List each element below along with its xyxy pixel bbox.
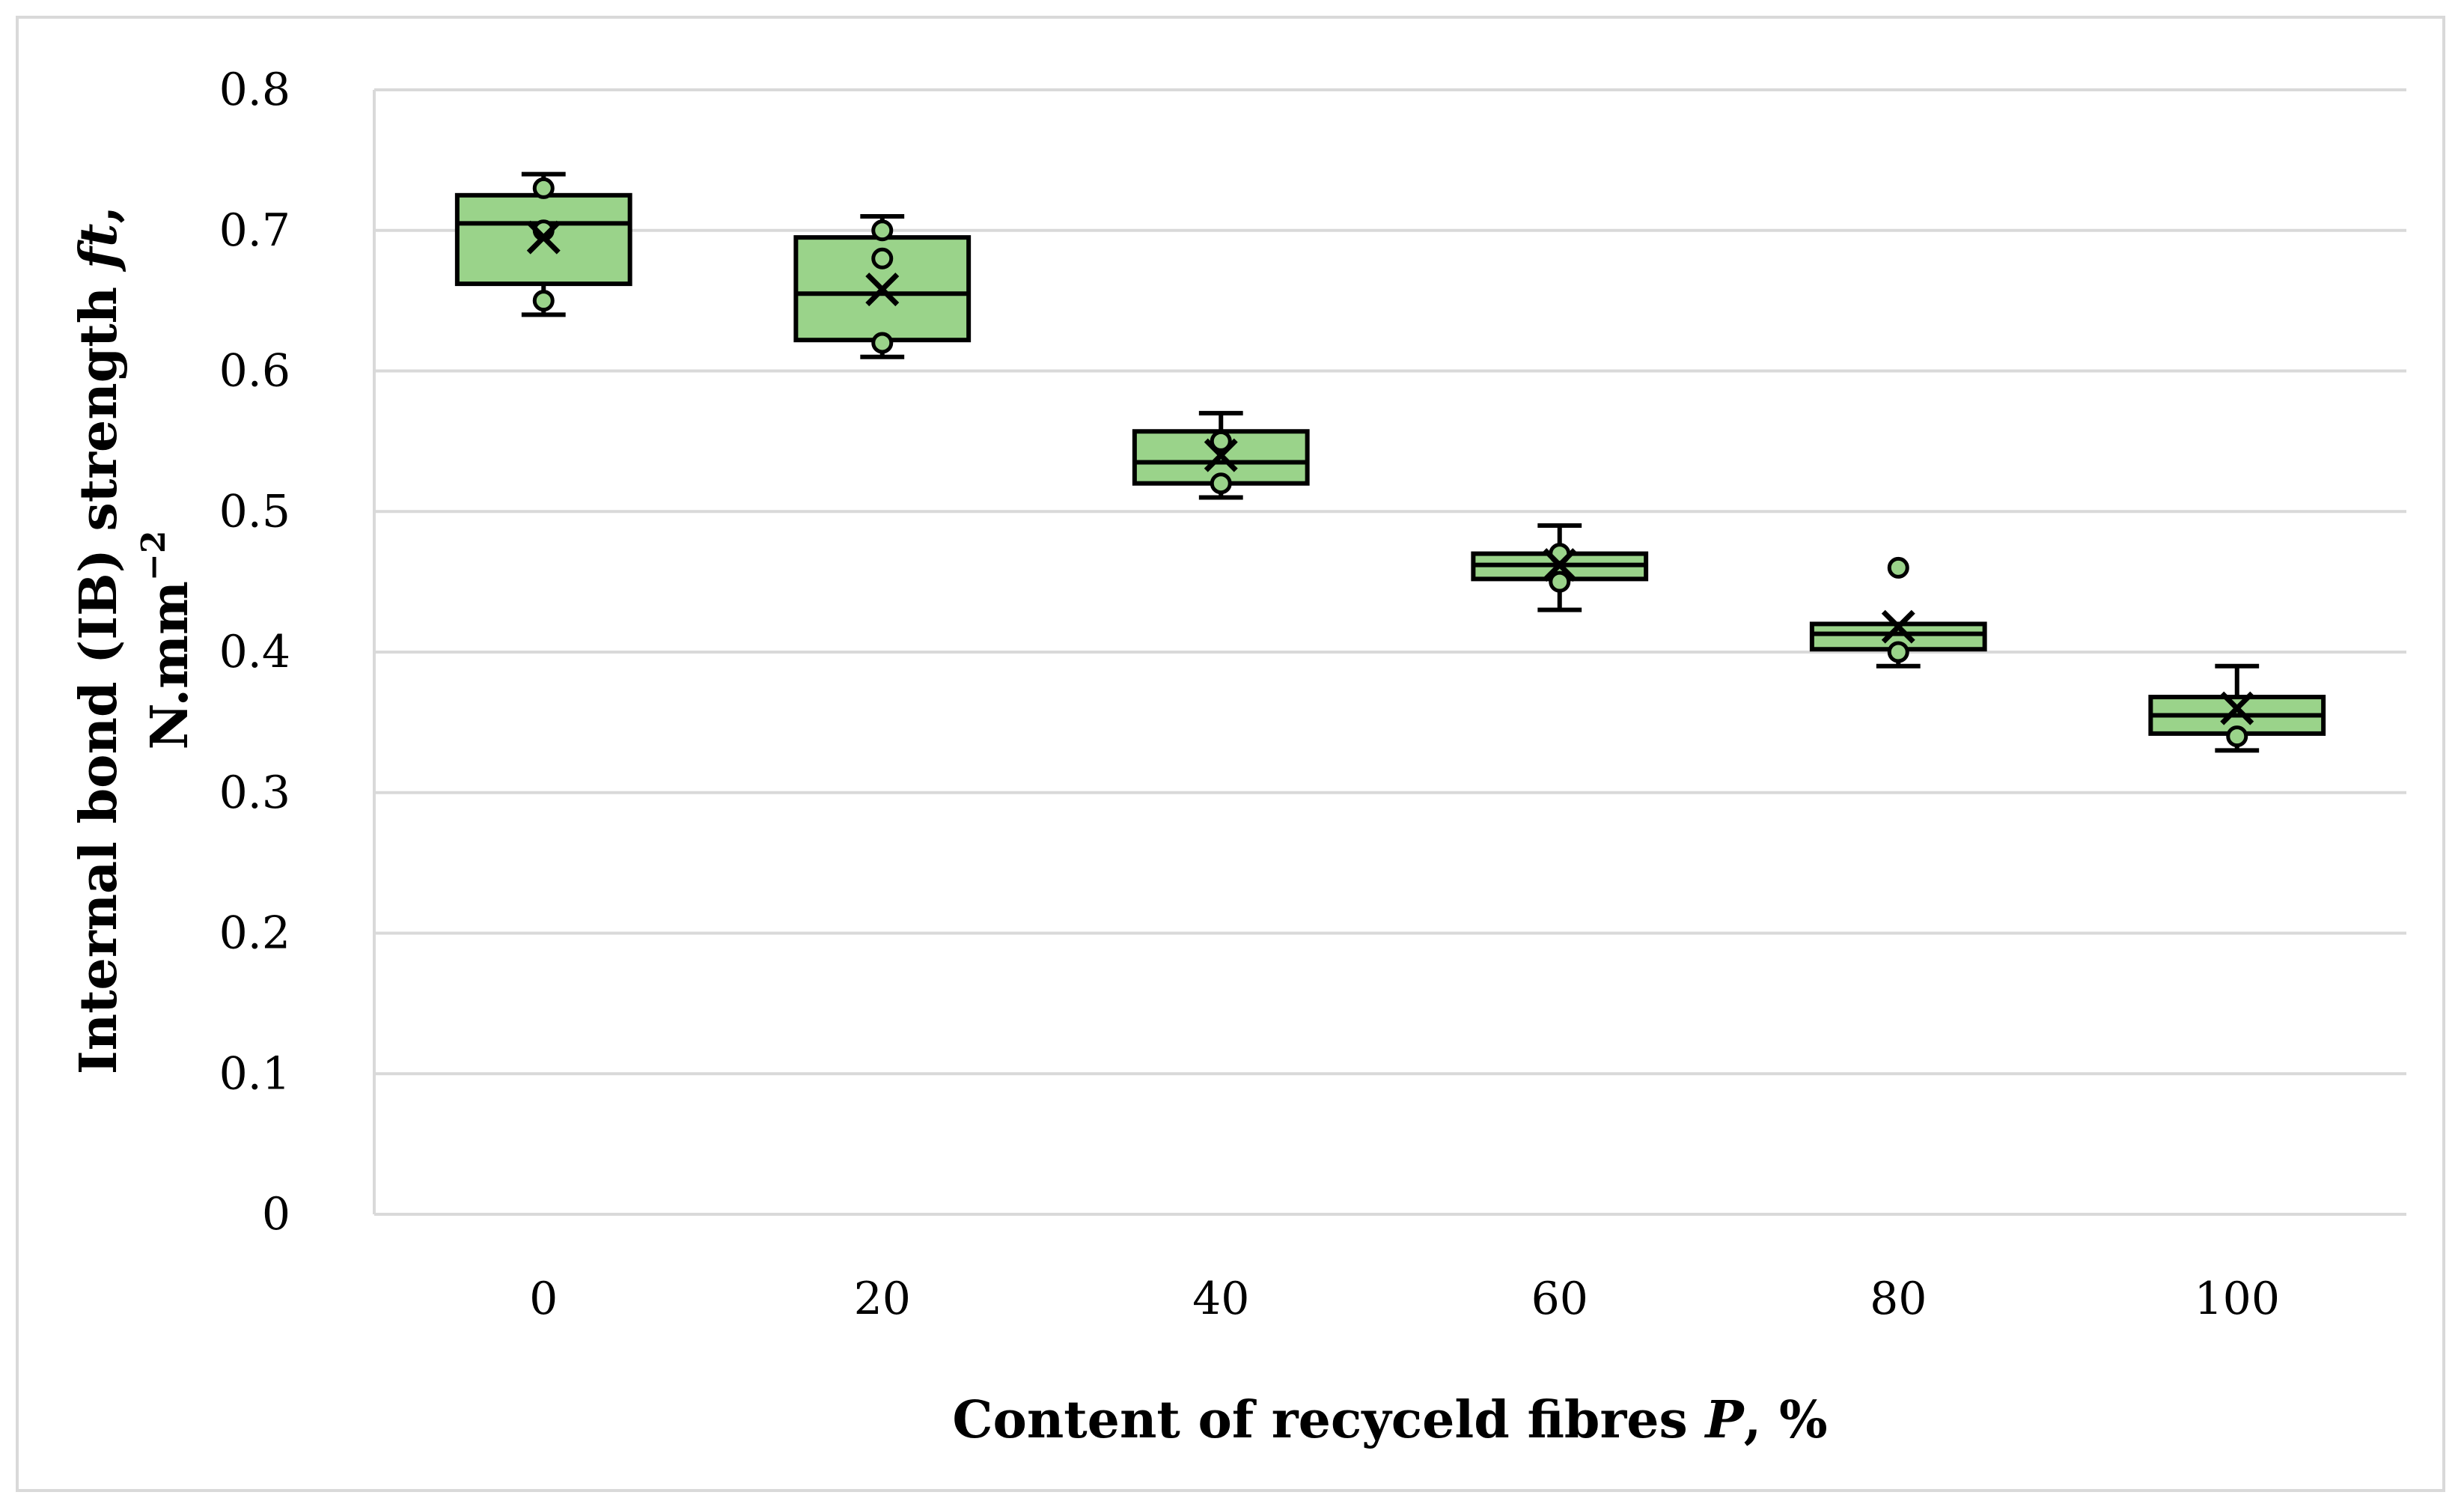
mean-marker [526, 220, 561, 255]
box-series [454, 171, 2326, 753]
y-tick-label: 0.8 [219, 64, 290, 116]
data-point [1887, 556, 1909, 579]
chart-frame [16, 16, 2445, 1492]
y-tick-label: 0.5 [219, 485, 290, 538]
x-axis-title: Content of recyceld fibres P, % [952, 1390, 1827, 1450]
x-tick-label: 60 [1531, 1273, 1588, 1325]
mean-marker [1543, 548, 1577, 582]
data-point [532, 290, 555, 312]
y-tick-label: 0.6 [219, 345, 290, 398]
y-tick-labels: 0 0.1 0.2 0.3 0.4 0.5 0.6 0.7 0.8 [219, 64, 290, 1240]
data-point [2226, 725, 2248, 748]
box-20 [793, 213, 972, 359]
y-axis-title: Internal bond (IB) strength ft, N.mm−2 [69, 206, 200, 1074]
mean-marker [1204, 438, 1238, 472]
data-point [871, 332, 894, 354]
mean-marker [1881, 609, 1915, 644]
box-80 [1809, 556, 1987, 669]
data-point [1887, 641, 1909, 663]
x-tick-label: 40 [1192, 1273, 1249, 1325]
data-point [1210, 430, 1232, 452]
data-point [871, 247, 894, 270]
y-tick-label: 0.3 [219, 767, 290, 819]
x-tick-labels: 0 20 40 60 80 100 [529, 1273, 2280, 1325]
box-100 [2148, 663, 2326, 753]
data-point [1549, 570, 1571, 593]
data-point [532, 177, 555, 199]
box-60 [1471, 523, 1649, 612]
x-tick-label: 20 [854, 1273, 911, 1325]
y-tick-label: 0.7 [219, 204, 290, 257]
x-tick-label: 0 [529, 1273, 558, 1325]
data-point [871, 219, 894, 242]
box-0 [454, 171, 632, 317]
y-tick-label: 0 [262, 1188, 290, 1240]
x-tick-label: 100 [2194, 1273, 2280, 1325]
mean-marker [865, 273, 900, 307]
gridlines [373, 88, 2406, 1216]
mean-marker [2220, 691, 2254, 725]
y-axis-title-line1: Internal bond (IB) strength ft, [69, 206, 129, 1074]
y-tick-label: 0.2 [219, 907, 290, 960]
box-40 [1132, 410, 1310, 500]
y-axis-title-line2: N.mm−2 [135, 531, 200, 750]
y-tick-label: 0.4 [219, 626, 290, 678]
y-tick-label: 0.1 [219, 1047, 290, 1100]
x-tick-label: 80 [1870, 1273, 1927, 1325]
data-point [1210, 472, 1232, 495]
